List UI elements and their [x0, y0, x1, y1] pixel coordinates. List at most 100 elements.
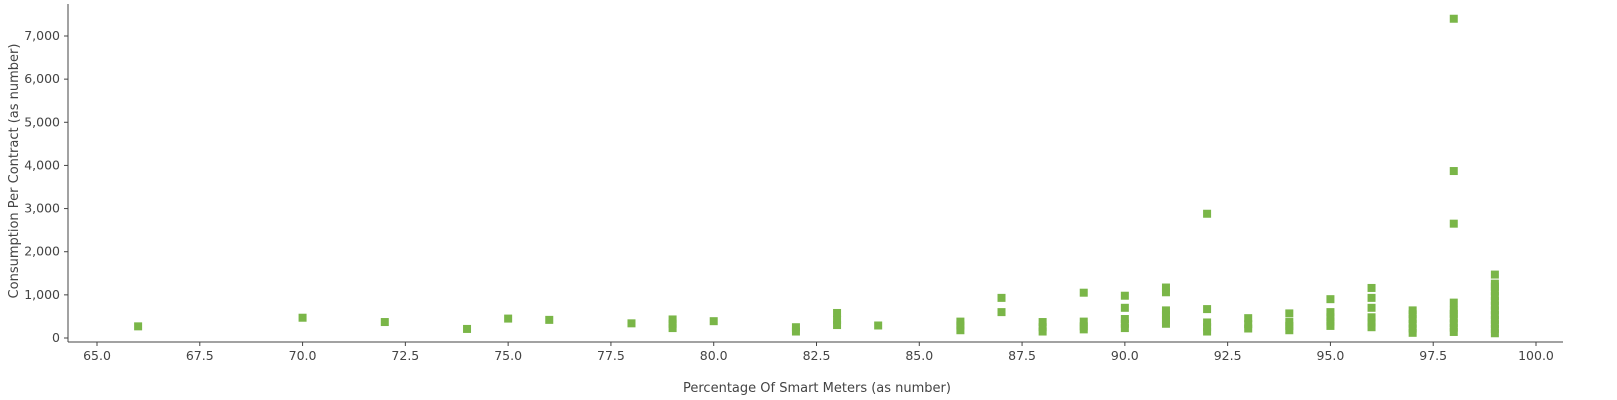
data-point — [1326, 308, 1335, 317]
data-point — [1326, 313, 1335, 322]
data-point — [874, 321, 883, 330]
data-point — [1408, 315, 1417, 324]
data-point — [1449, 167, 1458, 176]
x-tick-label: 90.0 — [1111, 348, 1139, 363]
data-point — [833, 308, 842, 317]
data-point — [1490, 329, 1499, 338]
data-point — [627, 319, 636, 328]
x-tick-label: 75.0 — [494, 348, 522, 363]
data-point — [1038, 323, 1047, 332]
y-axis-title: Consumption Per Contract (as number) — [7, 44, 22, 299]
data-point — [1244, 324, 1253, 333]
data-point — [668, 319, 677, 328]
data-point — [1490, 270, 1499, 279]
data-point — [833, 321, 842, 330]
data-point — [997, 308, 1006, 317]
data-point — [956, 317, 965, 326]
data-point — [1326, 295, 1335, 304]
data-point — [1490, 287, 1499, 296]
data-point — [1326, 317, 1335, 326]
y-tick-label: 6,000 — [24, 71, 60, 86]
data-point — [1490, 320, 1499, 329]
data-point — [1244, 320, 1253, 329]
x-tick-label: 80.0 — [700, 348, 728, 363]
data-point — [1367, 303, 1376, 312]
data-point — [1285, 326, 1294, 335]
data-point — [1449, 219, 1458, 228]
data-point — [1449, 319, 1458, 328]
data-point — [1408, 306, 1417, 315]
x-tick-label: 67.5 — [186, 348, 214, 363]
data-point — [956, 326, 965, 335]
data-point — [1449, 306, 1458, 315]
x-tick-label: 92.5 — [1214, 348, 1242, 363]
data-point — [380, 318, 389, 327]
x-tick-label: 70.0 — [289, 348, 317, 363]
x-tick-label: 77.5 — [597, 348, 625, 363]
data-point — [1449, 298, 1458, 307]
data-point — [1449, 314, 1458, 323]
data-point — [1161, 283, 1170, 292]
y-tick-label: 4,000 — [24, 157, 60, 172]
data-point — [1490, 324, 1499, 333]
data-point — [1203, 209, 1212, 218]
data-point — [1038, 327, 1047, 336]
data-point — [1449, 323, 1458, 332]
data-point — [668, 324, 677, 333]
data-point — [1490, 315, 1499, 324]
x-axis: 65.0 67.5 70.0 72.5 75.0 77.5 80.0 82.5 85.0 87.5… — [68, 341, 1563, 363]
data-point — [1203, 318, 1212, 327]
data-point — [1120, 319, 1129, 328]
data-point — [1079, 288, 1088, 297]
data-point — [1367, 323, 1376, 332]
x-tick-label: 72.5 — [391, 348, 419, 363]
data-point — [1038, 318, 1047, 327]
x-tick-label: 100.0 — [1518, 348, 1554, 363]
data-points — [134, 14, 1499, 338]
data-point — [545, 315, 554, 324]
data-point — [1079, 317, 1088, 326]
x-tick-label: 95.0 — [1317, 348, 1345, 363]
data-point — [709, 317, 718, 326]
data-point — [1285, 309, 1294, 318]
data-point — [1120, 324, 1129, 333]
data-point — [1161, 288, 1170, 297]
data-point — [1079, 322, 1088, 331]
data-point — [1285, 318, 1294, 327]
data-point — [1161, 311, 1170, 320]
data-point — [1326, 321, 1335, 330]
data-point — [298, 313, 307, 322]
data-point — [791, 327, 800, 336]
x-tick-label: 85.0 — [905, 348, 933, 363]
y-tick-label: 0 — [52, 330, 60, 345]
y-axis: 0 1,000 2,000 3,000 4,000 5,000 6,000 7,000 — [24, 4, 69, 345]
y-tick-label: 7,000 — [24, 28, 60, 43]
data-point — [1203, 323, 1212, 332]
x-axis-title: Percentage Of Smart Meters (as number) — [683, 381, 951, 396]
data-point — [1367, 313, 1376, 322]
data-point — [1490, 296, 1499, 305]
data-point — [1490, 301, 1499, 310]
data-point — [1490, 292, 1499, 301]
data-point — [1367, 293, 1376, 302]
data-point — [1449, 14, 1458, 23]
data-point — [1490, 306, 1499, 315]
data-point — [997, 293, 1006, 302]
data-point — [134, 322, 143, 331]
data-point — [1408, 328, 1417, 337]
data-point — [1161, 306, 1170, 315]
data-point — [833, 315, 842, 324]
data-point — [1120, 303, 1129, 312]
data-point — [1203, 327, 1212, 336]
data-point — [1408, 319, 1417, 328]
y-tick-label: 1,000 — [24, 287, 60, 302]
data-point — [791, 323, 800, 332]
x-tick-label: 87.5 — [1008, 348, 1036, 363]
data-point — [668, 315, 677, 324]
x-tick-label: 82.5 — [803, 348, 831, 363]
y-tick-label: 2,000 — [24, 244, 60, 259]
data-point — [463, 324, 472, 333]
data-point — [1367, 283, 1376, 292]
data-point — [1490, 279, 1499, 288]
